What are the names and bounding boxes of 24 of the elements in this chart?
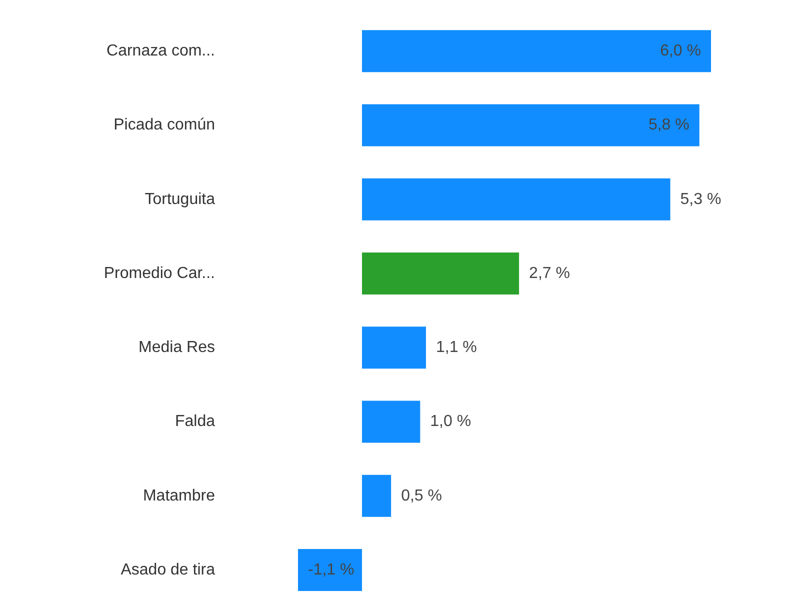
- data-label: 0,5 %: [401, 487, 442, 504]
- y-tick-label: Picada común: [114, 116, 215, 134]
- data-label: 6,0 %: [660, 42, 701, 60]
- bar: [362, 252, 520, 294]
- data-label: 5,3 %: [680, 190, 722, 208]
- bar: [298, 548, 362, 591]
- data-label: 5,8 %: [648, 116, 690, 134]
- bar: [362, 104, 700, 146]
- y-tick-label: Carnaza com...: [106, 42, 215, 60]
- data-label: -1,1 %: [308, 561, 354, 578]
- y-tick-label: Tortuguita: [144, 190, 216, 208]
- data-label: 1,0 %: [430, 413, 472, 430]
- y-tick-label: Media Res: [138, 339, 215, 356]
- y-tick-label: Matambre: [142, 487, 216, 504]
- y-tick-label: Promedio Car...: [104, 264, 215, 282]
- bar: [362, 400, 420, 443]
- data-label: 2,7 %: [529, 264, 570, 282]
- bar: [362, 474, 392, 517]
- bar: [362, 178, 670, 220]
- y-tick-label: Falda: [174, 413, 216, 430]
- bar: [362, 326, 426, 369]
- y-tick-label: Asado de tira: [120, 561, 216, 578]
- data-label: 1,1 %: [436, 339, 477, 356]
- bar: [362, 30, 711, 72]
